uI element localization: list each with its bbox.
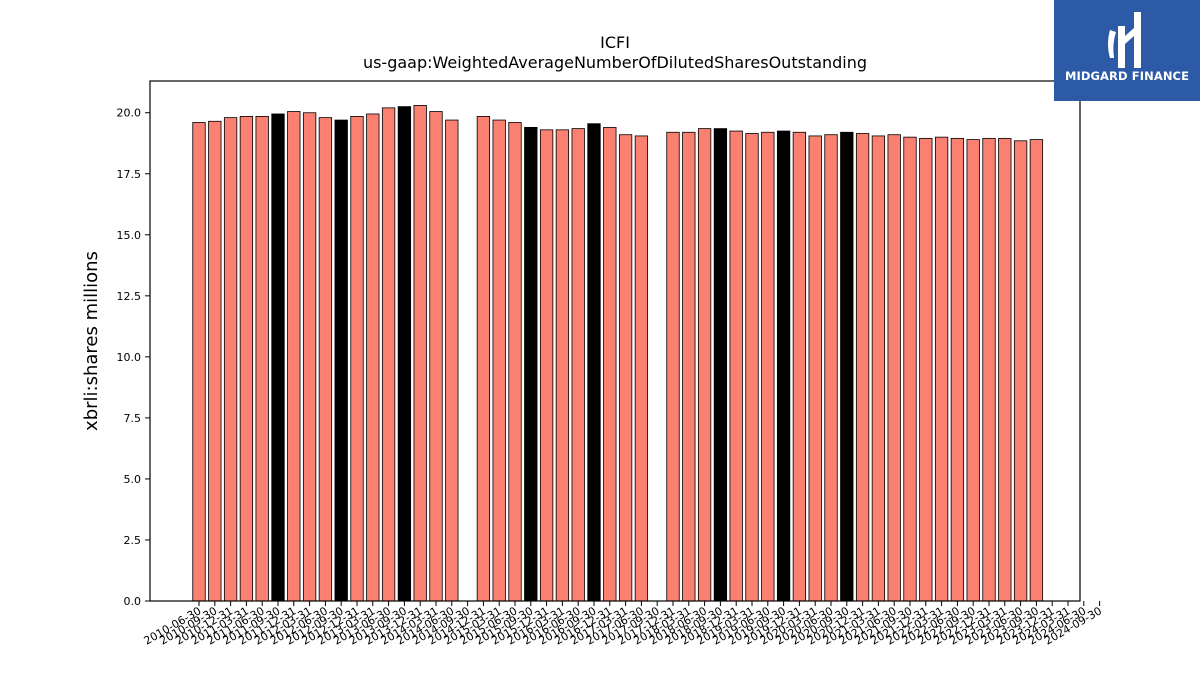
y-tick-label: 15.0 bbox=[117, 229, 142, 242]
bar-2013-12-31 bbox=[413, 105, 427, 602]
y-tick-label: 10.0 bbox=[117, 351, 142, 364]
bar-2015-12-31 bbox=[539, 129, 554, 602]
bar-2013-06-30 bbox=[381, 107, 396, 602]
bar-2023-03-31 bbox=[998, 137, 1012, 602]
bar-2021-09-30 bbox=[903, 136, 917, 602]
y-tick-label: 0.0 bbox=[124, 595, 142, 608]
y-tick-label: 5.0 bbox=[124, 473, 142, 486]
bar-2014-03-31 bbox=[429, 111, 443, 602]
bar-2018-03-31 bbox=[682, 131, 696, 602]
bar-2013-09-30 bbox=[397, 106, 412, 602]
bar-2018-09-30 bbox=[713, 128, 728, 602]
bar-2010-09-30 bbox=[208, 120, 222, 602]
bar-2022-06-30 bbox=[950, 137, 965, 602]
plot-frame bbox=[149, 80, 1081, 602]
bar-2010-06-30 bbox=[192, 122, 206, 602]
bar-2022-09-30 bbox=[966, 139, 980, 602]
bar-2016-09-30 bbox=[587, 123, 601, 602]
bar-2017-12-31 bbox=[666, 131, 680, 602]
bar-2022-12-31 bbox=[982, 137, 996, 602]
bar-2010-12-31 bbox=[223, 117, 238, 602]
bar-2016-03-31 bbox=[555, 129, 570, 602]
bar-2020-09-30 bbox=[840, 131, 854, 602]
bar-2019-03-31 bbox=[745, 133, 759, 602]
bar-2019-09-30 bbox=[776, 130, 791, 602]
bar-2015-03-31 bbox=[492, 119, 506, 602]
y-axis-label: xbrli:shares millions bbox=[81, 251, 102, 431]
bar-2016-06-30 bbox=[571, 128, 585, 602]
bar-2020-03-31 bbox=[808, 135, 822, 602]
brand-name: MIDGARD FINANCE bbox=[1064, 69, 1190, 83]
bar-2019-12-31 bbox=[792, 131, 807, 602]
bar-2012-12-31 bbox=[350, 116, 364, 602]
bar-2012-03-31 bbox=[302, 112, 317, 602]
bar-2018-12-31 bbox=[729, 130, 743, 602]
bar-2015-06-30 bbox=[508, 122, 522, 602]
y-tick-label: 2.5 bbox=[124, 534, 142, 547]
bar-2014-12-31 bbox=[476, 116, 491, 602]
bar-2021-03-31 bbox=[871, 135, 886, 602]
bar-2021-12-31 bbox=[919, 137, 933, 602]
bar-2019-06-30 bbox=[761, 131, 775, 602]
y-tick-label: 17.5 bbox=[117, 168, 142, 181]
y-tick-label: 20.0 bbox=[117, 107, 142, 120]
bar-2012-09-30 bbox=[334, 119, 348, 602]
y-axis-ticks: 0.0 2.5 5.0 7.5 10.0 12.5 15.0 17.5 20.0 bbox=[117, 107, 150, 608]
y-tick-label: 12.5 bbox=[117, 290, 142, 303]
bar-2011-06-30 bbox=[255, 116, 269, 602]
bar-2020-06-30 bbox=[824, 134, 838, 602]
brand-logo: MIDGARD FINANCE bbox=[1054, 0, 1200, 101]
bar-2022-03-31 bbox=[934, 136, 949, 602]
bar-2014-06-30 bbox=[445, 119, 459, 602]
bar-2011-03-31 bbox=[239, 116, 254, 602]
bar-2020-12-31 bbox=[855, 133, 870, 602]
bar-2017-06-30 bbox=[634, 135, 649, 602]
bar-2017-03-31 bbox=[618, 134, 633, 602]
bar-2015-09-30 bbox=[524, 126, 538, 602]
bar-2023-09-30 bbox=[1029, 139, 1044, 602]
chart-subtitle: us-gaap:WeightedAverageNumberOfDilutedSh… bbox=[363, 53, 867, 72]
y-tick-label: 7.5 bbox=[124, 412, 142, 425]
x-axis-ticks: 2010-06-302010-09-302010-12-312011-03-31… bbox=[142, 601, 1104, 648]
bar-2011-09-30 bbox=[271, 113, 285, 602]
chart-title: ICFI bbox=[600, 33, 630, 52]
bar-2012-06-30 bbox=[318, 117, 333, 602]
bar-2011-12-31 bbox=[287, 111, 301, 602]
bar-2013-03-31 bbox=[366, 113, 380, 602]
bar-2018-06-30 bbox=[697, 128, 712, 602]
bar-2021-06-30 bbox=[887, 134, 901, 602]
midgard-logo-icon bbox=[1108, 12, 1141, 68]
bars-layer bbox=[192, 105, 1044, 602]
bar-2016-12-31 bbox=[603, 126, 617, 602]
bar-2023-06-30 bbox=[1013, 140, 1028, 602]
